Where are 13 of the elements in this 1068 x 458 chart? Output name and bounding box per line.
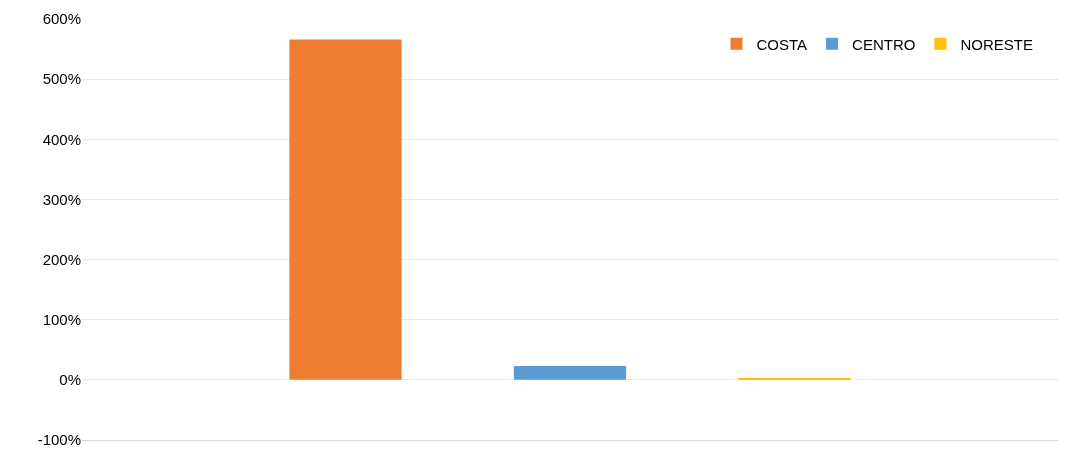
legend-label: COSTA xyxy=(756,35,808,53)
legend-label: CENTRO xyxy=(852,35,916,53)
bar xyxy=(289,39,402,380)
bar xyxy=(513,366,627,380)
y-tick-label: 600% xyxy=(42,10,81,28)
y-tick-label: 300% xyxy=(42,190,81,208)
y-tick-label: 400% xyxy=(42,130,81,148)
y-tick-label: 500% xyxy=(42,70,81,88)
y-tick-label: 0% xyxy=(59,371,81,389)
y-tick-label: 200% xyxy=(42,250,81,268)
legend-label: NORESTE xyxy=(960,35,1033,53)
y-tick-label: -100% xyxy=(37,431,81,449)
y-tick-label: 100% xyxy=(42,310,81,328)
